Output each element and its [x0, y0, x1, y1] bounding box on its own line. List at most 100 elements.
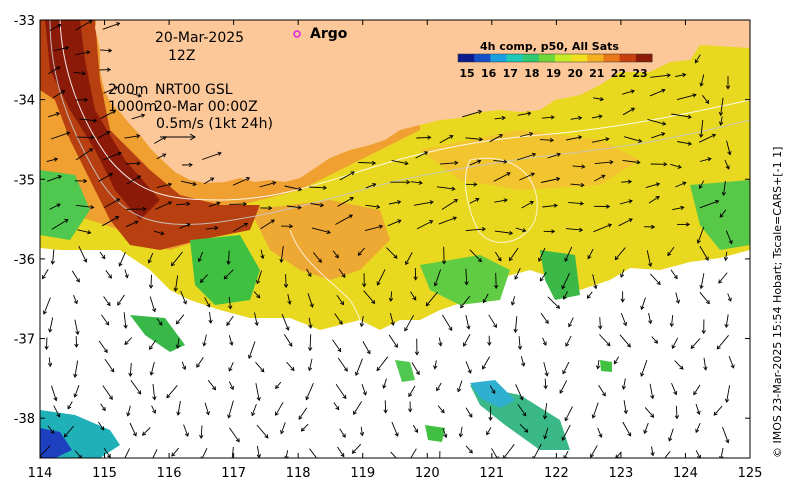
- colorbar-title: 4h comp, p50, All Sats: [480, 40, 619, 53]
- current-vector-head: [408, 392, 413, 398]
- current-vector-head: [607, 223, 613, 228]
- current-vector-head: [620, 298, 625, 303]
- current-vector: [591, 115, 602, 119]
- current-vector: [425, 291, 438, 306]
- x-tick-label: 117: [221, 466, 246, 481]
- current-vector-head: [669, 323, 674, 328]
- current-vector: [78, 246, 87, 263]
- current-vector-head: [418, 180, 423, 185]
- current-vector: [384, 400, 387, 413]
- current-vector-head: [260, 254, 265, 260]
- current-vector-head: [251, 412, 256, 417]
- current-vector-head: [677, 164, 682, 169]
- current-vector-head: [264, 434, 269, 439]
- current-vector: [126, 175, 141, 185]
- contour-200m: [59, 20, 750, 201]
- current-vector: [226, 315, 234, 326]
- current-vector: [153, 136, 167, 144]
- current-vector-head: [383, 409, 388, 414]
- current-vector-head: [663, 162, 668, 167]
- current-vector-head: [481, 226, 486, 232]
- current-vector: [363, 290, 375, 304]
- colorbar-swatch: [458, 54, 475, 62]
- current-vector: [105, 270, 112, 279]
- current-vector-head: [482, 365, 486, 370]
- current-vector-head: [454, 160, 459, 166]
- current-vector-head: [695, 428, 700, 434]
- current-vector-head: [141, 431, 147, 436]
- current-vector: [469, 198, 480, 204]
- current-vector-head: [184, 432, 189, 437]
- current-vector-head: [549, 137, 555, 143]
- current-vector-head: [524, 428, 529, 433]
- current-vector-head: [158, 321, 163, 326]
- sst-green-patch-1: [40, 170, 90, 240]
- current-vector-head: [690, 344, 695, 349]
- current-vector: [361, 383, 367, 396]
- sst-orange-lobe-east: [420, 130, 640, 190]
- current-vector-head: [551, 229, 556, 234]
- current-vector-head: [50, 429, 55, 434]
- current-vector: [305, 383, 314, 400]
- current-vector: [73, 71, 86, 75]
- current-vector-head: [136, 133, 141, 139]
- current-vector-head: [199, 434, 204, 439]
- current-vector-head: [728, 240, 733, 245]
- current-vector: [148, 252, 154, 263]
- current-vector-head: [74, 343, 79, 348]
- current-vector: [597, 359, 600, 369]
- current-vector-head: [56, 203, 61, 208]
- current-vector: [383, 378, 387, 389]
- sst-leeuwin-core: [40, 20, 260, 250]
- current-vector: [71, 270, 80, 283]
- x-tick-label: 125: [738, 466, 763, 481]
- current-vector-head: [586, 294, 591, 299]
- current-vector: [287, 294, 291, 305]
- current-vector-head: [530, 172, 535, 177]
- current-vector: [436, 186, 455, 190]
- current-vector-head: [217, 151, 222, 156]
- current-vector-head: [173, 287, 178, 292]
- current-vector-head: [719, 213, 724, 218]
- current-vector: [124, 269, 128, 278]
- current-vector-head: [452, 216, 458, 221]
- current-vector: [434, 360, 437, 369]
- current-vector-head: [542, 415, 548, 420]
- current-vector-head: [556, 152, 561, 157]
- current-vector-head: [275, 411, 279, 416]
- current-vector-head: [487, 341, 492, 346]
- current-vector: [615, 451, 622, 458]
- current-vector-head: [73, 373, 78, 378]
- current-vector: [229, 427, 240, 442]
- current-vector: [542, 204, 558, 208]
- current-vector: [275, 402, 284, 416]
- current-vector: [542, 337, 547, 346]
- current-vector-head: [350, 171, 355, 176]
- current-vector-head: [243, 222, 249, 227]
- current-vector: [232, 223, 248, 232]
- current-vector: [364, 225, 383, 232]
- current-vector-head: [357, 251, 362, 256]
- current-vector: [469, 160, 481, 166]
- current-vector: [720, 97, 724, 116]
- current-vector-head: [353, 410, 357, 415]
- current-vector: [123, 312, 127, 329]
- current-vector-head: [412, 296, 417, 301]
- current-vector-head: [693, 391, 698, 396]
- x-tick-label: 124: [673, 466, 698, 481]
- current-vector-head: [171, 452, 176, 457]
- current-vector-head: [696, 239, 701, 244]
- current-vector-head: [83, 258, 88, 263]
- current-vector-head: [226, 321, 231, 326]
- current-vector-head: [661, 88, 666, 93]
- current-vector-head: [105, 321, 110, 326]
- current-vector-head: [493, 284, 499, 289]
- x-tick-label: 120: [415, 466, 440, 481]
- current-vector-head: [137, 93, 142, 98]
- current-vector-head: [309, 303, 314, 308]
- current-vector-head: [247, 354, 253, 360]
- current-vector-head: [707, 157, 712, 162]
- current-vector-head: [137, 390, 142, 395]
- current-vector: [177, 338, 180, 349]
- sst-green-patch-2: [190, 235, 260, 305]
